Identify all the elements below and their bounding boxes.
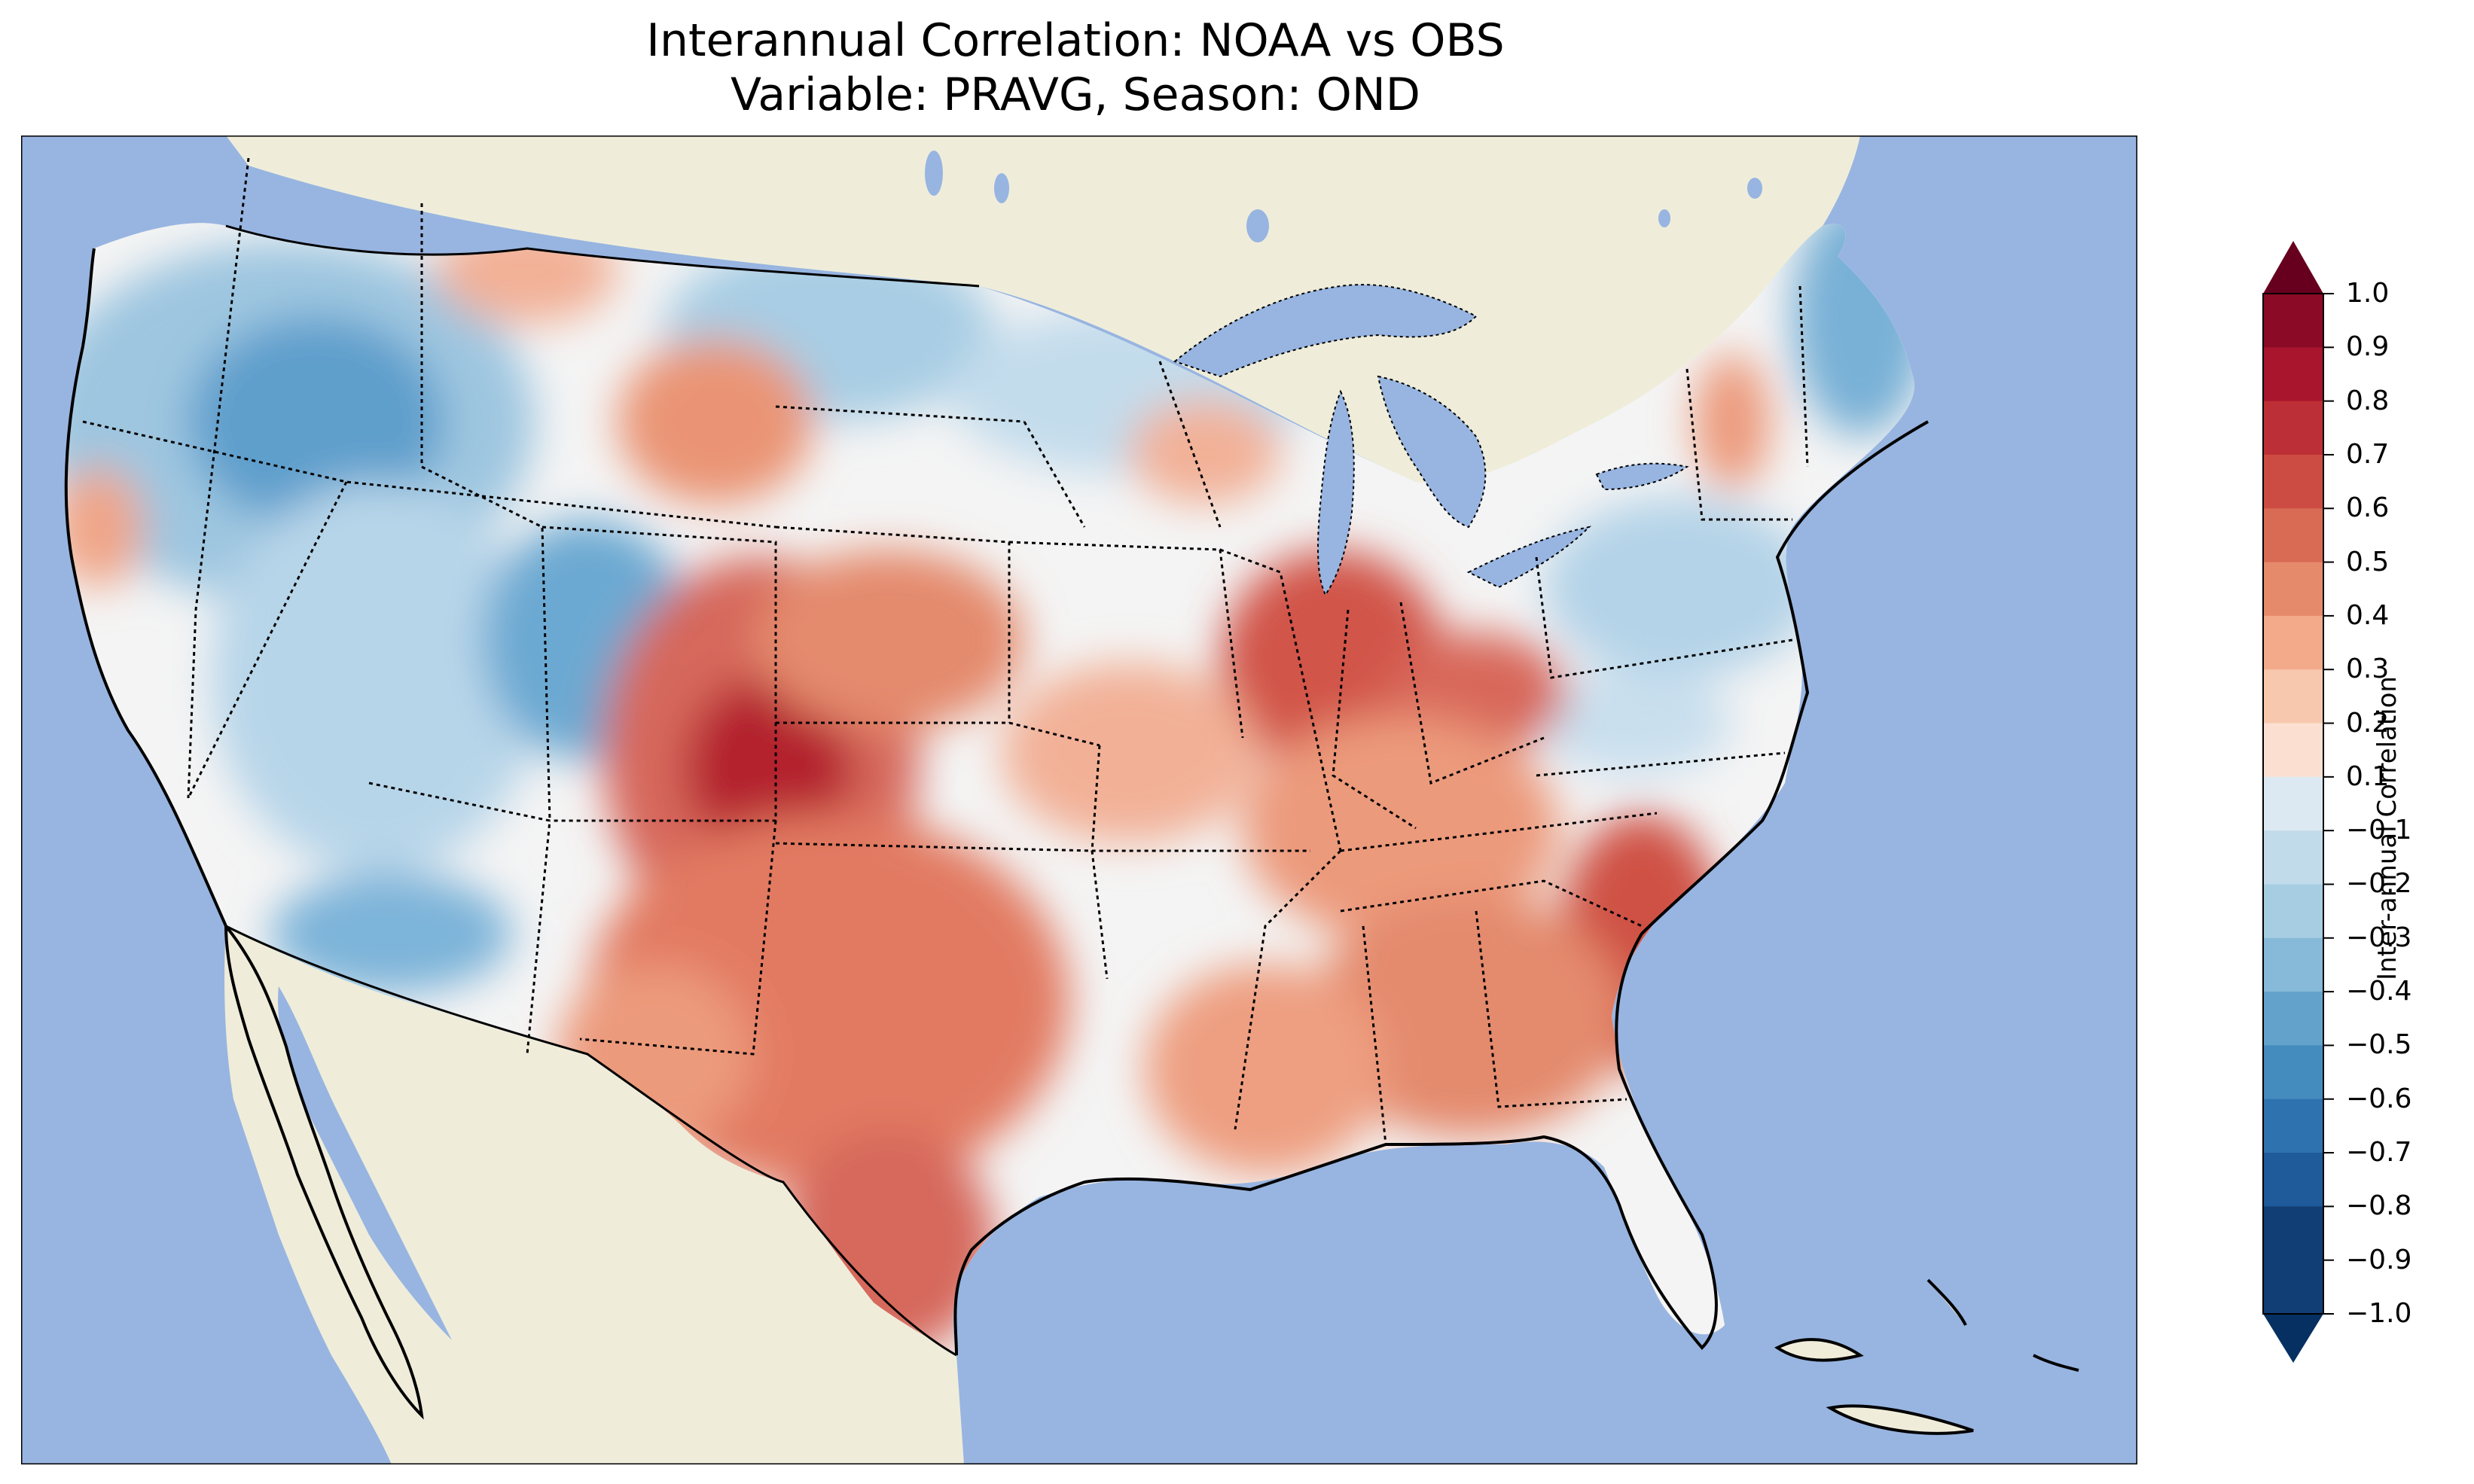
colorbar-extend-min bbox=[2263, 1314, 2323, 1363]
colorbar-tick-label: −0.3 bbox=[2346, 922, 2412, 953]
colorbar-label: Inter-annual Correlation bbox=[2372, 676, 2402, 980]
gulf-of-california bbox=[278, 986, 452, 1340]
state-borders bbox=[82, 157, 1809, 1145]
colorbar-tick-label: 0.1 bbox=[2346, 760, 2390, 792]
colorbar-band bbox=[2263, 992, 2323, 1046]
colorbar-tick-label: 0.5 bbox=[2346, 546, 2390, 577]
title-line-2: Variable: PRAVG, Season: OND bbox=[731, 69, 1420, 121]
colorbar-band bbox=[2263, 454, 2323, 509]
colorbar-tick-label: 0.6 bbox=[2346, 492, 2390, 524]
colorbar-band bbox=[2263, 562, 2323, 617]
lake-ontario bbox=[1595, 462, 1689, 491]
colorbar-frame bbox=[2262, 293, 2324, 1315]
colorbar-band bbox=[2263, 1099, 2323, 1153]
colorbar-tick-label: −0.5 bbox=[2346, 1029, 2412, 1061]
colorbar-tick-label: −0.2 bbox=[2346, 868, 2412, 900]
lake-huron bbox=[1377, 375, 1487, 529]
colorbar-tick-label: 0.4 bbox=[2346, 599, 2390, 631]
colorbar-band bbox=[2263, 615, 2323, 670]
colorbar-tick-label: 0.3 bbox=[2346, 654, 2390, 685]
colorbar-tick-label: −0.9 bbox=[2346, 1244, 2412, 1275]
colorbar-band bbox=[2263, 1260, 2323, 1315]
colorbar-tick-label: −0.6 bbox=[2346, 1083, 2412, 1114]
canada-lakes bbox=[925, 151, 1762, 242]
colorbar-tick-label: 1.0 bbox=[2346, 278, 2390, 309]
mexico-land bbox=[224, 926, 965, 1464]
lake-superior bbox=[1173, 284, 1478, 378]
colorbar-band bbox=[2263, 723, 2323, 778]
colorbar-tick-label: 0.9 bbox=[2346, 331, 2390, 363]
colorbar-tick-label: −0.7 bbox=[2346, 1137, 2412, 1169]
colorbar-band bbox=[2263, 830, 2323, 885]
lake-erie bbox=[1466, 526, 1592, 589]
colorbar-band bbox=[2263, 1206, 2323, 1261]
lake-michigan bbox=[1317, 389, 1355, 596]
colorbar-band bbox=[2263, 508, 2323, 563]
colorbar-bands bbox=[2263, 294, 2323, 1315]
colorbar bbox=[2262, 241, 2334, 1363]
colorbar-tick-label: 0.8 bbox=[2346, 385, 2390, 416]
colorbar-band bbox=[2263, 669, 2323, 724]
colorbar-band bbox=[2263, 1153, 2323, 1207]
correlation-field bbox=[66, 223, 1914, 1355]
colorbar-band bbox=[2263, 294, 2323, 348]
colorbar-band bbox=[2263, 884, 2323, 939]
caribbean-islands bbox=[1774, 1278, 2079, 1435]
colorbar-band bbox=[2263, 1045, 2323, 1100]
colorbar-band bbox=[2263, 401, 2323, 456]
colorbar-tick-label: −0.4 bbox=[2346, 976, 2412, 1007]
colorbar-tick-label: −1.0 bbox=[2346, 1298, 2412, 1329]
chart-title: Interannual Correlation: NOAA vs OBS Var… bbox=[21, 14, 2130, 122]
colorbar-band bbox=[2263, 776, 2323, 831]
map-panel bbox=[21, 136, 2137, 1464]
colorbar-ticks bbox=[2323, 293, 2334, 1315]
title-line-1: Interannual Correlation: NOAA vs OBS bbox=[646, 14, 1505, 67]
colorbar-extend-max bbox=[2263, 241, 2323, 294]
coastline bbox=[64, 248, 1929, 1356]
colorbar-tick-label: 0.7 bbox=[2346, 438, 2390, 470]
colorbar-tick-label: −0.8 bbox=[2346, 1190, 2412, 1222]
colorbar-tick-label: −0.1 bbox=[2346, 815, 2412, 846]
country-borders bbox=[225, 224, 980, 1357]
colorbar-band bbox=[2263, 937, 2323, 992]
great-lakes bbox=[1173, 284, 1689, 596]
baja-peninsula bbox=[224, 922, 424, 1420]
colorbar-tick-label: 0.2 bbox=[2346, 707, 2390, 739]
colorbar-band bbox=[2263, 347, 2323, 402]
